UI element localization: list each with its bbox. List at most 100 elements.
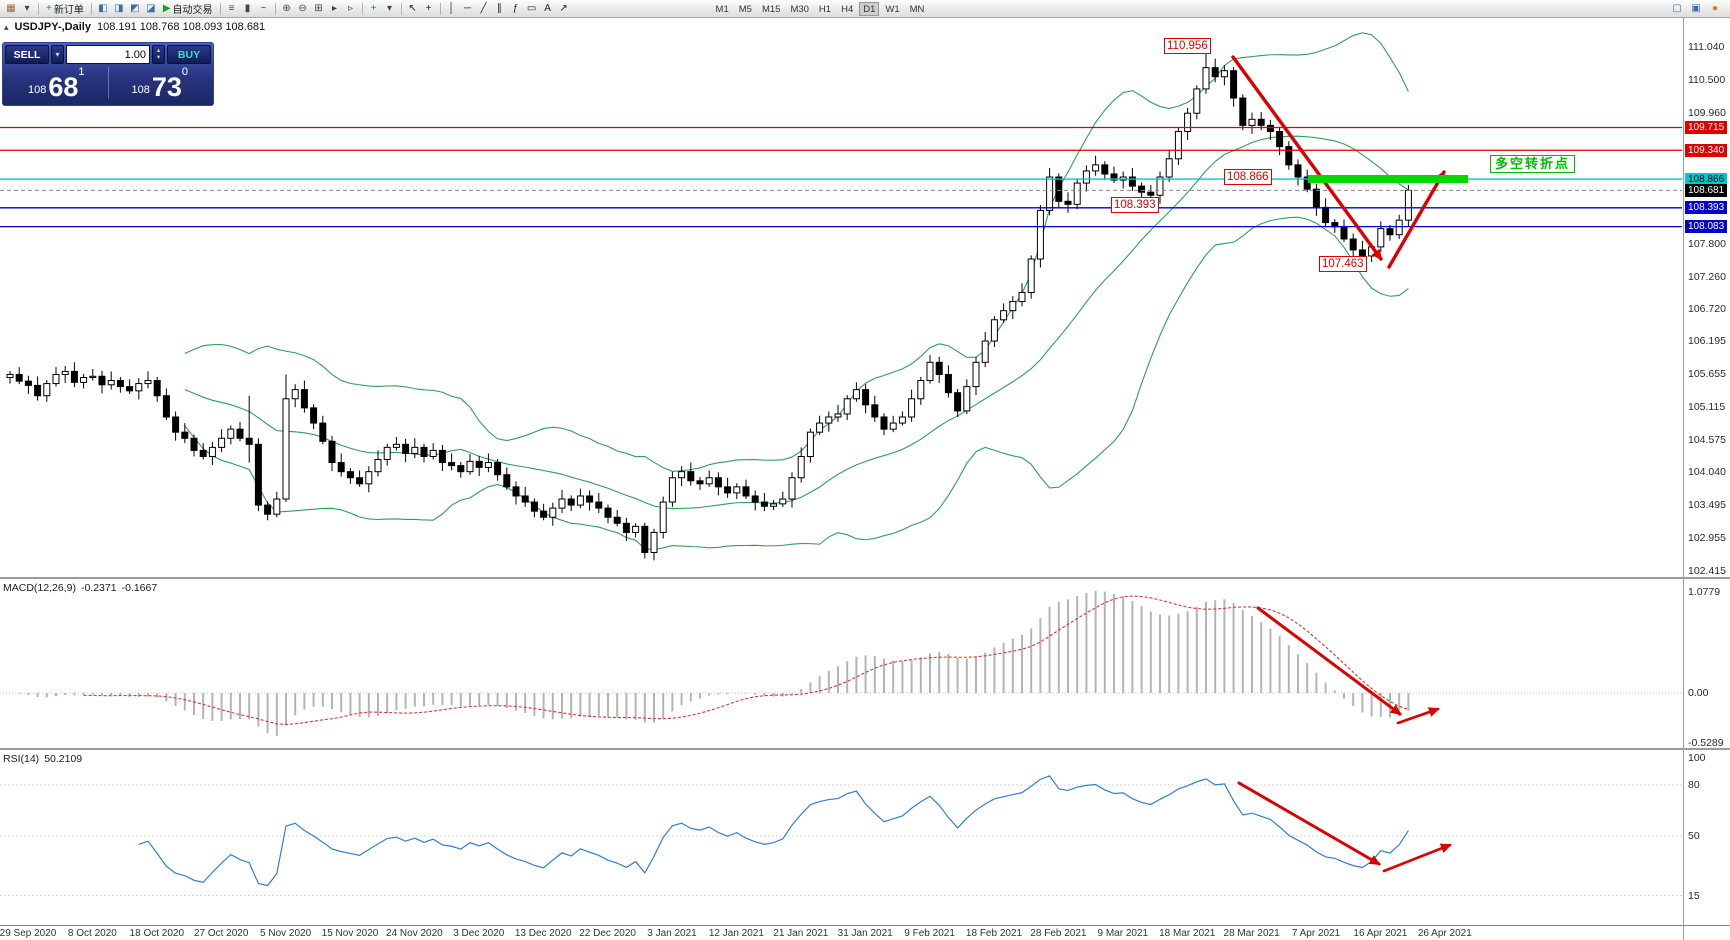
- timeframe-m5[interactable]: M5: [738, 3, 752, 15]
- macd-axis-tick: -0.5289: [1688, 736, 1724, 749]
- candle: [1349, 238, 1357, 251]
- new-chart-icon[interactable]: ▦: [3, 1, 19, 16]
- trendline-icon[interactable]: ╱: [476, 1, 492, 16]
- window-list-icon[interactable]: ▣: [1691, 2, 1701, 14]
- panel-separator-rsi[interactable]: [0, 748, 1730, 750]
- indicators-list-icon[interactable]: ▾: [382, 1, 398, 16]
- candle: [1174, 130, 1182, 160]
- volume-up-icon[interactable]: ▴: [156, 47, 161, 54]
- candle: [337, 462, 345, 473]
- timeframe-d1[interactable]: D1: [859, 1, 880, 16]
- bar-chart-type-icon[interactable]: ≡: [224, 1, 240, 16]
- crosshair-icon[interactable]: +: [421, 1, 437, 16]
- candle: [613, 516, 621, 524]
- trend-arrow-macd[interactable]: [1256, 606, 1402, 716]
- fibonacci-icon[interactable]: ƒ: [508, 1, 524, 16]
- candle: [484, 462, 492, 468]
- candle: [383, 446, 391, 461]
- price-divider: [107, 67, 109, 99]
- trend-arrow-rsi[interactable]: [1382, 843, 1452, 873]
- new-window-icon[interactable]: ▢: [1672, 2, 1682, 14]
- price-axis-tick: 111.040: [1688, 41, 1725, 53]
- candlestick-chart-type-icon[interactable]: ▮: [240, 1, 256, 16]
- navigator-icon[interactable]: ◩: [127, 1, 143, 16]
- candle: [1395, 219, 1403, 236]
- vertical-line-icon[interactable]: │: [444, 1, 460, 16]
- candle: [632, 525, 640, 533]
- support-zone-bar[interactable]: [1308, 175, 1468, 183]
- timeframe-m1[interactable]: M1: [715, 3, 729, 15]
- connection-status-icon[interactable]: ●: [1711, 2, 1719, 14]
- text-icon[interactable]: A: [540, 1, 556, 16]
- macd-name: MACD(12,26,9): [3, 582, 76, 594]
- panel-separator-macd[interactable]: [0, 577, 1730, 579]
- auto-scroll-icon[interactable]: ▸: [327, 1, 343, 16]
- candle: [438, 449, 446, 464]
- bid-price[interactable]: 108 68 1: [5, 64, 108, 102]
- candle: [466, 460, 474, 473]
- price-annotation-108.393[interactable]: 108.393: [1111, 197, 1159, 213]
- new-order-icon: +: [46, 3, 52, 14]
- ask-price[interactable]: 108 73 0: [109, 64, 212, 102]
- one-click-trading-panel: SELL ▾ ▴▾ BUY 108 68 1 108 73 0: [2, 42, 214, 106]
- trend-arrow-main[interactable]: [1231, 55, 1383, 261]
- timeframe-h4[interactable]: H4: [841, 3, 854, 15]
- candle: [475, 460, 483, 468]
- candle: [227, 428, 235, 439]
- sell-dropdown-icon[interactable]: ▾: [51, 45, 64, 64]
- candle: [1386, 228, 1394, 236]
- market-watch-icon[interactable]: ◧: [95, 1, 111, 16]
- trend-arrow-macd[interactable]: [1396, 707, 1440, 725]
- chart-list-icon[interactable]: ▾: [19, 1, 35, 16]
- line-chart-type-icon[interactable]: ~: [256, 1, 272, 16]
- sell-button[interactable]: SELL: [5, 45, 49, 64]
- toolbar-separator: [219, 2, 221, 15]
- one-click-collapse-icon[interactable]: ▴: [4, 21, 9, 32]
- trend-arrow-main[interactable]: [1387, 170, 1446, 269]
- timeframe-mn[interactable]: MN: [909, 3, 925, 15]
- horizontal-line-icon[interactable]: ─: [460, 1, 476, 16]
- timeframe-w1[interactable]: W1: [885, 3, 900, 15]
- price-annotation-108.866[interactable]: 108.866: [1224, 169, 1272, 185]
- volume-input[interactable]: [66, 45, 150, 64]
- data-window-icon[interactable]: ◨: [111, 1, 127, 16]
- volume-stepper[interactable]: ▴ ▾: [152, 45, 165, 64]
- candle: [172, 416, 180, 433]
- terminal-icon[interactable]: ◪: [143, 1, 159, 16]
- zoom-in-icon[interactable]: ⊕: [279, 1, 295, 16]
- arrow-tool-icon[interactable]: ↗: [556, 1, 572, 16]
- price-annotation-107.463[interactable]: 107.463: [1319, 256, 1367, 272]
- price-axis[interactable]: [1683, 18, 1684, 940]
- candle: [889, 422, 897, 430]
- volume-down-icon[interactable]: ▾: [156, 53, 161, 61]
- auto-trading-button[interactable]: ▶ 自动交易: [159, 1, 217, 16]
- channel-icon[interactable]: ∥: [492, 1, 508, 16]
- buy-button[interactable]: BUY: [167, 45, 211, 64]
- date-label: 5 Nov 2020: [260, 928, 312, 939]
- date-label: 24 Nov 2020: [386, 928, 443, 939]
- price-axis-tick: 107.260: [1688, 270, 1726, 283]
- candle: [705, 477, 713, 485]
- tile-windows-icon[interactable]: ⊞: [311, 1, 327, 16]
- channel-icon: ∥: [497, 2, 503, 14]
- cursor-icon[interactable]: ↖: [405, 1, 421, 16]
- candle: [724, 486, 732, 494]
- trend-arrow-rsi[interactable]: [1237, 781, 1381, 866]
- indicators-icon[interactable]: +: [366, 1, 382, 16]
- turning-point-label[interactable]: 多空转折点: [1490, 155, 1576, 173]
- date-label: 15 Nov 2020: [321, 928, 379, 939]
- timeframe-m15[interactable]: M15: [761, 3, 781, 15]
- price-tag-108.866: 108.866: [1685, 172, 1728, 186]
- timeframe-m30[interactable]: M30: [790, 3, 809, 15]
- timeframe-h1[interactable]: H1: [818, 3, 832, 15]
- new-order-button[interactable]: + 新订单: [42, 1, 88, 16]
- macd-layer: [0, 590, 1682, 736]
- candle: [760, 501, 768, 507]
- price-annotation-110.956[interactable]: 110.956: [1164, 38, 1211, 54]
- shapes-icon[interactable]: ▭: [524, 1, 540, 16]
- candle: [549, 507, 557, 518]
- candle: [43, 383, 51, 397]
- zoom-out-icon[interactable]: ⊖: [295, 1, 311, 16]
- chart-shift-icon[interactable]: ▹: [343, 1, 359, 16]
- tile-windows-icon: ⊞: [314, 2, 323, 14]
